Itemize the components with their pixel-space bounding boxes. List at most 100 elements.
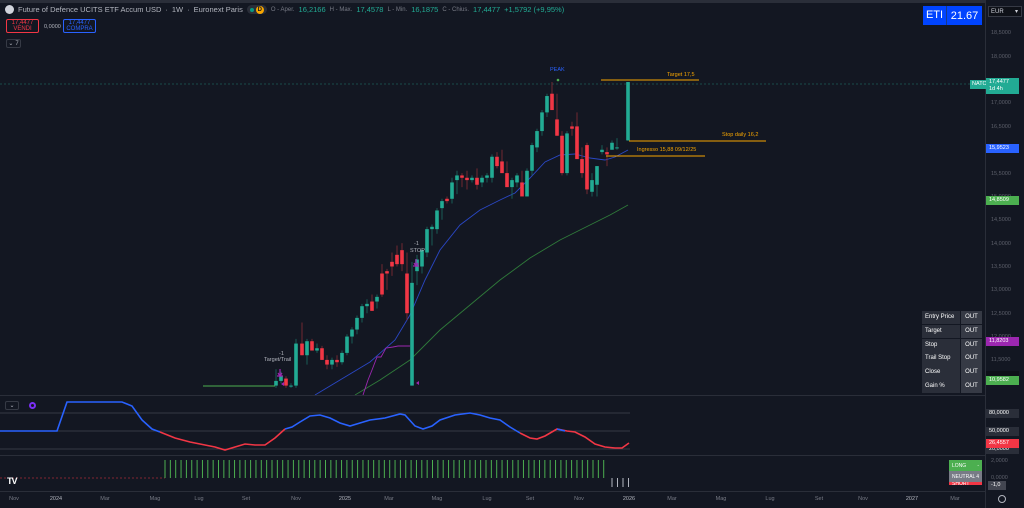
price-tick: 16,5000 [991,124,1011,130]
price-tick: 14,5000 [991,217,1011,223]
delayed-data-icon: D [255,5,264,14]
stats-row-gain: Gain % OUT [922,379,982,394]
price-tick: 13,5000 [991,264,1011,270]
last-price-tag: NATO [970,80,989,89]
signal-tick: 2,0000 [991,458,1008,464]
price-tick: 18,0000 [991,54,1011,60]
sell-price: 17,4477 [11,20,34,26]
close-value: 17,4477 [473,5,501,14]
market-status-badge[interactable]: D [246,5,267,14]
price-tick: 13,0000 [991,287,1011,293]
buy-price: 17,4477 [68,20,91,26]
pane-divider-main[interactable] [0,395,985,396]
time-tick: Mar [100,496,110,502]
pane-divider-oscillator[interactable] [0,455,985,456]
time-tick: Mar [667,496,677,502]
sell-label: VENDI [13,26,32,32]
trail-marker-qty: -1 [279,351,284,357]
time-tick: Nov [9,496,19,502]
signal-short: SHORT [949,482,982,485]
time-tick: Nov [574,496,584,502]
oscillator-level-label: 20,0000 [986,445,1019,454]
interval[interactable]: 1W [171,5,184,14]
time-axis[interactable]: Nov 2024 Mar Mag Lug Set Nov 2025 Mar Mag Lug Set No… [0,491,985,508]
time-tick: Nov [291,496,301,502]
stats-row-trail-stop: Trail Stop OUT [922,352,982,366]
high-label: H - Max. [329,6,353,13]
eti-label: ETI [923,6,947,25]
signal-tick: 0,0000 [991,475,1008,481]
time-tick: 2025 [338,496,352,502]
tradingview-logo[interactable]: TV [7,476,17,486]
signal-long: LONG - [949,460,982,471]
top-border [0,0,1024,3]
time-tick: Mar [384,496,394,502]
stop-marker-label: STOP [410,248,425,254]
chevron-down-icon: ⌄ [9,403,15,409]
strategy-stats-table: Entry Price OUT Target OUT Stop OUT Trail S… [922,311,982,394]
time-tick: 2026 [622,496,636,502]
open-label: O - Aper. [270,6,295,13]
oscillator-collapse-button[interactable]: ⌄ [5,401,19,410]
last-price-value: 17,4477 [989,79,1009,85]
price-tick: 15,5000 [991,171,1011,177]
price-chart-canvas[interactable] [0,0,985,508]
bar-countdown: 1d 4h [989,86,1003,92]
peak-label: PEAK [550,67,565,73]
price-scale-label: 15,9523 [986,144,1019,153]
time-tick: Mar [950,496,960,502]
price-tick: 14,0000 [991,241,1011,247]
market-open-icon [249,7,254,12]
time-tick: Lug [194,496,204,502]
stop-daily-label: Stop daily 16,2 [722,132,759,138]
time-tick: Set [241,496,251,502]
price-scale-label: 14,8509 [986,196,1019,205]
low-value: 16,1875 [411,5,439,14]
eti-value: 21.67 [950,9,979,22]
time-tick: 2024 [49,496,63,502]
price-tick: 12,5000 [991,311,1011,317]
time-tick: Mag [431,496,443,502]
settings-gear-icon[interactable] [998,495,1006,503]
currency-select[interactable]: EUR ▾ [988,6,1022,17]
time-tick: Set [814,496,824,502]
time-tick: Lug [765,496,775,502]
signal-neutral: NEUTRAL 4 [949,471,982,482]
currency-value: EUR [991,8,1004,15]
stats-row-stop: Stop OUT [922,338,982,352]
sell-button[interactable]: 17,4477 VENDI [6,19,39,33]
signal-panel: LONG - NEUTRAL 4 SHORT [949,460,982,485]
spread-value: 0,0000 [44,24,61,30]
time-tick: Lug [482,496,492,502]
oscillator-settings-icon[interactable] [29,402,36,409]
chevron-down-icon: ⌄ [8,41,14,47]
signal-current-value: -1,0 [988,481,1006,490]
time-tick: Set [525,496,535,502]
change-value: +1,5792 (+9,95%) [504,5,565,14]
time-tick: Mag [715,496,727,502]
last-price-label: 17,4477 1d 4h [986,78,1019,94]
price-tick: 17,0000 [991,100,1011,106]
buy-button[interactable]: 17,4477 COMPRA [63,19,96,33]
oscillator-level-label: 50,0000 [986,427,1019,436]
stats-row-close: Close OUT [922,366,982,380]
stats-row-entry: Entry Price OUT [922,311,982,325]
price-tick: 11,5000 [991,357,1011,363]
chevron-down-icon: ▾ [1014,9,1018,15]
symbol-legend[interactable]: Future of Defence UCITS ETF Accum USD · … [5,5,564,14]
close-label: C - Chius. [442,6,470,13]
time-tick: Mag [149,496,161,502]
stats-row-target: Target OUT [922,324,982,339]
eti-widget: ETI 21.67 [923,6,982,25]
price-scale-label: 11,8203 [986,337,1019,346]
indicators-count: 7 [15,40,19,47]
price-scale-label: 10,9582 [986,376,1019,385]
stop-marker-qty: -1 [414,241,419,247]
symbol-title[interactable]: Future of Defence UCITS ETF Accum USD [18,5,162,14]
exchange: Euronext Paris [193,5,243,14]
entry-label: Ingresso 15,88 09/12/25 [637,147,697,153]
indicators-toggle-button[interactable]: ⌄ 7 [6,39,21,48]
symbol-logo-icon [5,5,14,14]
target-label: Target 17,5 [667,72,695,78]
